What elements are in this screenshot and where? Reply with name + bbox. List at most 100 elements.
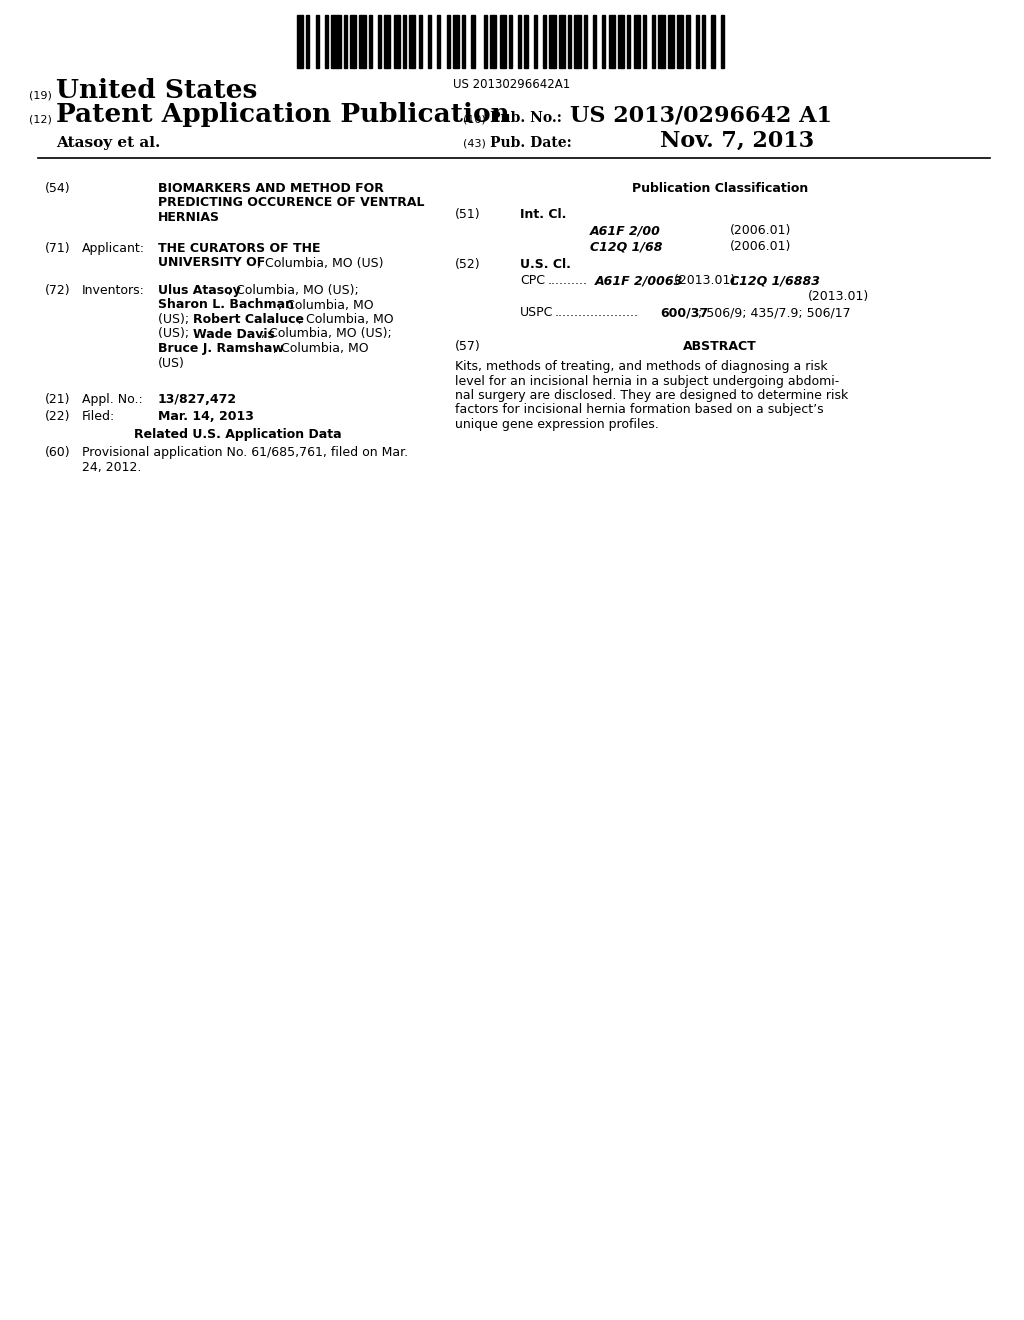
Bar: [702, 15, 706, 69]
Bar: [462, 15, 465, 69]
Bar: [643, 15, 646, 69]
Bar: [471, 15, 474, 69]
Bar: [410, 15, 416, 69]
Bar: [712, 15, 715, 69]
Text: (US): (US): [158, 356, 185, 370]
Bar: [602, 15, 605, 69]
Bar: [484, 15, 487, 69]
Text: U.S. Cl.: U.S. Cl.: [520, 257, 570, 271]
Text: Provisional application No. 61/685,761, filed on Mar.: Provisional application No. 61/685,761, …: [82, 446, 409, 459]
Text: United States: United States: [56, 78, 257, 103]
Text: Related U.S. Application Data: Related U.S. Application Data: [134, 428, 341, 441]
Text: (2013.01);: (2013.01);: [670, 275, 743, 286]
Text: (52): (52): [455, 257, 480, 271]
Text: BIOMARKERS AND METHOD FOR: BIOMARKERS AND METHOD FOR: [158, 182, 384, 195]
Text: Kits, methods of treating, and methods of diagnosing a risk: Kits, methods of treating, and methods o…: [455, 360, 827, 374]
Text: US 20130296642A1: US 20130296642A1: [454, 78, 570, 91]
Bar: [524, 15, 527, 69]
Text: factors for incisional hernia formation based on a subject’s: factors for incisional hernia formation …: [455, 404, 823, 417]
Bar: [543, 15, 546, 69]
Bar: [574, 15, 581, 69]
Bar: [628, 15, 631, 69]
Bar: [393, 15, 399, 69]
Text: Patent Application Publication: Patent Application Publication: [56, 102, 510, 127]
Bar: [419, 15, 422, 69]
Bar: [634, 15, 640, 69]
Text: (43): (43): [463, 139, 486, 149]
Text: nal surgery are disclosed. They are designed to determine risk: nal surgery are disclosed. They are desi…: [455, 389, 848, 403]
Text: C12Q 1/68: C12Q 1/68: [590, 240, 663, 253]
Text: Appl. No.:: Appl. No.:: [82, 393, 142, 407]
Text: (12): (12): [29, 114, 52, 124]
Text: ..........: ..........: [548, 275, 588, 286]
Text: (60): (60): [45, 446, 71, 459]
Text: (US);: (US);: [158, 313, 194, 326]
Text: , Columbia, MO: , Columbia, MO: [278, 298, 374, 312]
Text: 24, 2012.: 24, 2012.: [82, 461, 141, 474]
Text: Sharon L. Bachman: Sharon L. Bachman: [158, 298, 294, 312]
Text: level for an incisional hernia in a subject undergoing abdomi-: level for an incisional hernia in a subj…: [455, 375, 840, 388]
Bar: [500, 15, 506, 69]
Bar: [668, 15, 674, 69]
Text: , Columbia, MO: , Columbia, MO: [273, 342, 369, 355]
Bar: [297, 15, 303, 69]
Text: (51): (51): [455, 209, 480, 220]
Text: Pub. No.:: Pub. No.:: [490, 111, 562, 125]
Text: Robert Calaluce: Robert Calaluce: [193, 313, 304, 326]
Bar: [437, 15, 440, 69]
Bar: [378, 15, 381, 69]
Text: ABSTRACT: ABSTRACT: [683, 341, 757, 352]
Bar: [369, 15, 372, 69]
Text: , Columbia, MO: , Columbia, MO: [298, 313, 393, 326]
Bar: [677, 15, 683, 69]
Bar: [617, 15, 625, 69]
Text: , Columbia, MO (US);: , Columbia, MO (US);: [261, 327, 392, 341]
Text: (19): (19): [29, 90, 52, 100]
Text: PREDICTING OCCURENCE OF VENTRAL: PREDICTING OCCURENCE OF VENTRAL: [158, 197, 425, 210]
Bar: [344, 15, 347, 69]
Text: (71): (71): [45, 242, 71, 255]
Text: (US);: (US);: [158, 327, 194, 341]
Text: (21): (21): [45, 393, 71, 407]
Bar: [593, 15, 596, 69]
Bar: [658, 15, 665, 69]
Bar: [509, 15, 512, 69]
Text: Inventors:: Inventors:: [82, 284, 144, 297]
Text: (22): (22): [45, 411, 71, 422]
Text: A61F 2/00: A61F 2/00: [590, 224, 660, 238]
Bar: [402, 15, 407, 69]
Text: (72): (72): [45, 284, 71, 297]
Text: Publication Classification: Publication Classification: [632, 182, 808, 195]
Text: HERNIAS: HERNIAS: [158, 211, 220, 224]
Text: Applicant:: Applicant:: [82, 242, 145, 255]
Text: US 2013/0296642 A1: US 2013/0296642 A1: [570, 106, 831, 127]
Text: THE CURATORS OF THE: THE CURATORS OF THE: [158, 242, 321, 255]
Bar: [608, 15, 614, 69]
Text: Ulus Atasoy: Ulus Atasoy: [158, 284, 241, 297]
Bar: [428, 15, 431, 69]
Bar: [446, 15, 450, 69]
Text: USPC: USPC: [520, 306, 553, 319]
Bar: [315, 15, 318, 69]
Bar: [384, 15, 390, 69]
Bar: [550, 15, 556, 69]
Text: Int. Cl.: Int. Cl.: [520, 209, 566, 220]
Text: , Columbia, MO (US);: , Columbia, MO (US);: [228, 284, 358, 297]
Text: , Columbia, MO (US): , Columbia, MO (US): [257, 256, 384, 269]
Text: Pub. Date:: Pub. Date:: [490, 136, 571, 150]
Text: Bruce J. Ramshaw: Bruce J. Ramshaw: [158, 342, 284, 355]
Text: Mar. 14, 2013: Mar. 14, 2013: [158, 411, 254, 422]
Bar: [696, 15, 699, 69]
Text: unique gene expression profiles.: unique gene expression profiles.: [455, 418, 658, 432]
Text: Atasoy et al.: Atasoy et al.: [56, 136, 161, 150]
Text: (2013.01): (2013.01): [808, 290, 869, 304]
Bar: [518, 15, 521, 69]
Bar: [490, 15, 497, 69]
Text: 13/827,472: 13/827,472: [158, 393, 238, 407]
Text: CPC: CPC: [520, 275, 545, 286]
Bar: [332, 15, 341, 69]
Text: UNIVERSITY OF: UNIVERSITY OF: [158, 256, 265, 269]
Bar: [584, 15, 587, 69]
Text: Nov. 7, 2013: Nov. 7, 2013: [660, 129, 814, 152]
Text: ; 506/9; 435/7.9; 506/17: ; 506/9; 435/7.9; 506/17: [698, 306, 851, 319]
